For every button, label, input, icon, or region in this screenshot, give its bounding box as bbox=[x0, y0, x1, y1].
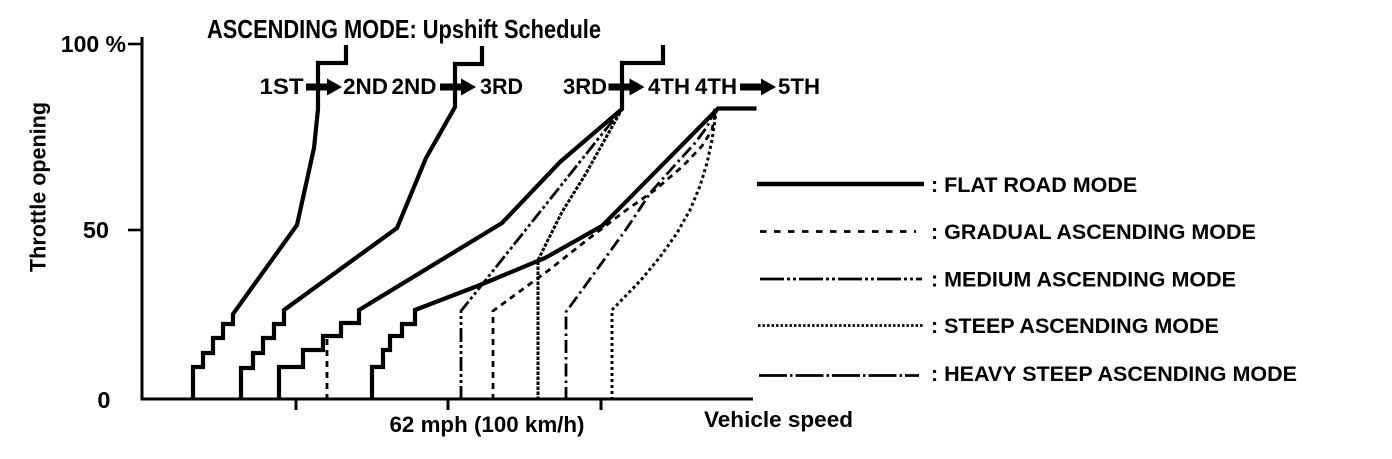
svg-text:50: 50 bbox=[83, 217, 109, 243]
svg-text:3RD: 3RD bbox=[563, 74, 607, 99]
svg-text:4TH: 4TH bbox=[648, 74, 690, 99]
svg-text:: GRADUAL ASCENDING MODE: : GRADUAL ASCENDING MODE bbox=[931, 220, 1256, 244]
svg-text:100 %: 100 % bbox=[61, 31, 126, 57]
svg-text:1ST: 1ST bbox=[260, 74, 304, 99]
svg-text:62 mph (100 km/h): 62 mph (100 km/h) bbox=[390, 412, 585, 437]
svg-text:3RD: 3RD bbox=[480, 74, 523, 99]
svg-text:Throttle opening: Throttle opening bbox=[26, 102, 51, 272]
svg-text:5TH: 5TH bbox=[778, 74, 820, 99]
svg-text:Vehicle speed: Vehicle speed bbox=[704, 407, 853, 432]
svg-text:: STEEP ASCENDING MODE: : STEEP ASCENDING MODE bbox=[931, 314, 1219, 338]
svg-text:2ND: 2ND bbox=[392, 74, 437, 99]
svg-text:: HEAVY STEEP ASCENDING MODE: : HEAVY STEEP ASCENDING MODE bbox=[931, 362, 1297, 386]
svg-text:0: 0 bbox=[97, 387, 110, 413]
svg-text:2ND: 2ND bbox=[343, 74, 388, 99]
svg-text:4TH: 4TH bbox=[695, 74, 737, 99]
svg-text:: MEDIUM ASCENDING MODE: : MEDIUM ASCENDING MODE bbox=[931, 268, 1236, 292]
svg-text:ASCENDING MODE: Upshift Schedu: ASCENDING MODE: Upshift Schedule bbox=[207, 14, 601, 44]
svg-text:: FLAT ROAD MODE: : FLAT ROAD MODE bbox=[931, 173, 1137, 197]
